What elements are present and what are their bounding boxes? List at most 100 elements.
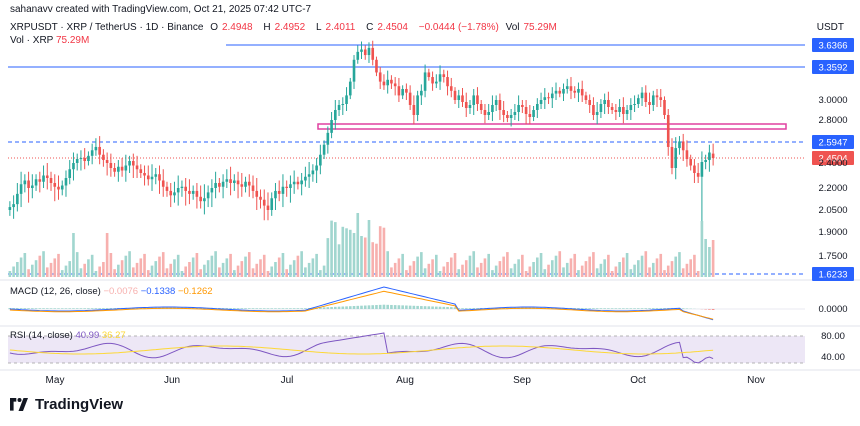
candle-body xyxy=(536,104,539,110)
macd-histogram-bar xyxy=(289,308,292,309)
candle-body xyxy=(87,155,90,162)
rsi-legend[interactable]: RSI (14, close) 40.99 36.27 xyxy=(10,330,126,341)
volume-bar xyxy=(210,255,214,277)
volume-bar xyxy=(416,256,419,277)
volume-bar xyxy=(588,256,591,277)
macd-legend[interactable]: MACD (12, 26, close) −0.0076 −0.1338 −0.… xyxy=(10,286,213,297)
candle-body xyxy=(483,110,487,115)
macd-histogram-bar xyxy=(34,308,38,309)
candle-body xyxy=(34,179,38,186)
volume-bar xyxy=(528,266,532,277)
macd-histogram-bar xyxy=(648,308,651,309)
candle-body xyxy=(637,98,640,104)
volume-bar xyxy=(360,236,363,277)
price-tick-label: 1.9000 xyxy=(818,227,847,238)
candle-body xyxy=(105,160,109,163)
candle-body xyxy=(68,169,72,178)
volume-bar xyxy=(633,264,636,277)
volume-bar xyxy=(696,271,700,277)
candle-body xyxy=(259,196,262,200)
candle-body xyxy=(169,190,173,196)
symbol-title: XRPUSDT · XRP / TetherUS · 1D · Binance xyxy=(10,22,204,33)
candle-body xyxy=(498,100,502,110)
price-marker-box xyxy=(812,267,854,281)
macd-histogram-bar xyxy=(259,308,262,309)
candle-body xyxy=(326,132,330,145)
currency-label: USDT xyxy=(816,22,844,33)
time-axis-label: Nov xyxy=(747,375,765,386)
rsi-band xyxy=(8,336,805,363)
candle-body xyxy=(75,159,79,163)
candle-body xyxy=(236,180,240,185)
open-value: 2.4948 xyxy=(221,22,253,33)
candle-body xyxy=(614,110,618,112)
candle-body xyxy=(420,90,423,96)
candle-body xyxy=(577,88,580,93)
volume-bar xyxy=(554,255,558,277)
candle-body xyxy=(435,81,438,84)
volume-bar xyxy=(472,251,476,277)
volume-bar xyxy=(483,258,487,277)
candle-body xyxy=(262,199,266,206)
volume-bar xyxy=(120,260,124,277)
volume-bar xyxy=(117,264,120,277)
candle-body xyxy=(64,178,68,186)
volume-bar xyxy=(79,268,83,277)
volume-bar xyxy=(341,226,345,277)
rsi-line xyxy=(9,332,714,364)
candle-body xyxy=(319,154,322,166)
candle-body xyxy=(502,110,505,115)
candle-body xyxy=(464,102,468,108)
macd-histogram-bar xyxy=(79,308,83,309)
macd-histogram-bar xyxy=(341,306,345,309)
candle-body xyxy=(206,192,210,199)
macd-histogram-bar xyxy=(270,308,274,309)
macd-histogram-bar xyxy=(98,308,101,309)
volume-bar xyxy=(322,265,326,277)
candle-body xyxy=(539,100,543,104)
symbol-legend[interactable]: XRPUSDT · XRP / TetherUS · 1D · Binance … xyxy=(10,22,557,33)
candle-body xyxy=(386,79,389,86)
macd-histogram-bar xyxy=(457,308,461,309)
candle-body xyxy=(569,86,573,91)
macd-histogram-bar xyxy=(296,308,300,309)
candle-body xyxy=(289,184,292,188)
candle-body xyxy=(416,95,419,115)
macd-histogram-bar xyxy=(431,306,434,309)
candle-body xyxy=(622,107,625,114)
candle-body xyxy=(12,204,15,208)
volume-bar xyxy=(577,270,580,277)
candle-body xyxy=(562,88,565,94)
volume-bar xyxy=(367,220,371,277)
price-marker-label: 2.4504 xyxy=(818,154,847,165)
candle-body xyxy=(573,90,577,93)
macd-histogram-bar xyxy=(113,308,116,309)
candle-body xyxy=(23,180,27,185)
macd-histogram-bar xyxy=(408,305,412,309)
macd-histogram-bar xyxy=(681,308,685,309)
candle-body xyxy=(229,179,232,183)
volume-bar xyxy=(292,260,296,277)
tradingview-logo[interactable]: TradingView xyxy=(8,396,123,413)
brand-name: TradingView xyxy=(35,396,124,413)
macd-histogram-bar xyxy=(659,308,663,309)
volume-bar xyxy=(124,255,128,277)
candle-body xyxy=(233,180,236,183)
volume-bar xyxy=(573,253,577,277)
candle-body xyxy=(693,165,696,173)
volume-bar xyxy=(109,253,113,277)
candle-body xyxy=(550,93,554,99)
macd-histogram-bar xyxy=(105,308,109,309)
volume-legend[interactable]: Vol · XRP 75.29M xyxy=(10,35,90,46)
candle-body xyxy=(334,110,337,120)
candle-body xyxy=(176,188,180,193)
candle-body xyxy=(397,86,401,96)
candle-body xyxy=(487,112,490,115)
volume-bar xyxy=(139,258,143,277)
volume-bar xyxy=(94,271,98,277)
volume-bar xyxy=(214,251,217,277)
volume-bar xyxy=(678,252,681,277)
volume-bar xyxy=(580,265,584,277)
volume-bar xyxy=(390,267,393,277)
